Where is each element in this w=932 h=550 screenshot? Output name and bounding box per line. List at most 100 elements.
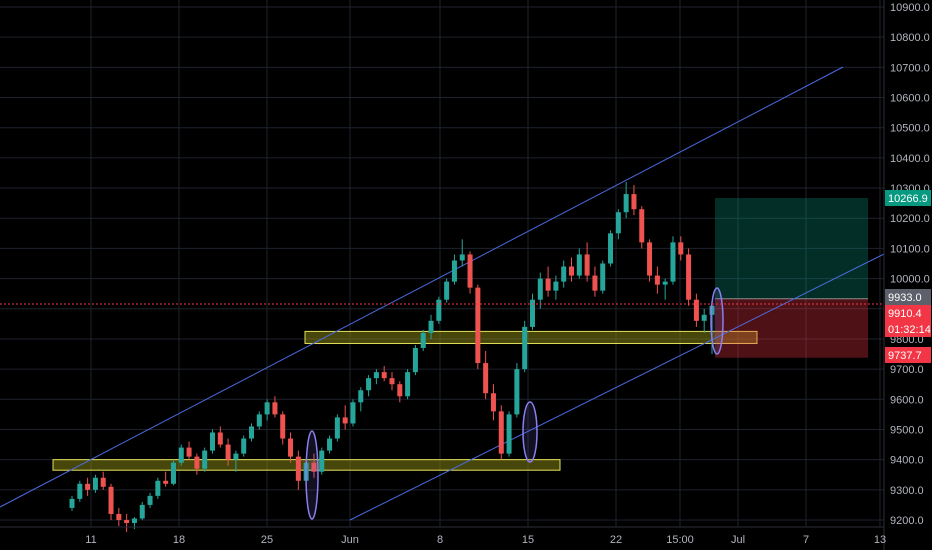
candle-body bbox=[69, 498, 75, 508]
candle-body bbox=[389, 378, 395, 385]
price-badge bbox=[885, 347, 931, 363]
price-tick-label: 10100.0 bbox=[890, 243, 930, 255]
price-badge-label: 01:32:14 bbox=[888, 324, 931, 336]
time-tick-label: 22 bbox=[610, 534, 622, 546]
price-tick-label: 9600.0 bbox=[890, 394, 924, 406]
candle-body bbox=[647, 242, 653, 276]
candle-body bbox=[561, 266, 567, 282]
candle-body bbox=[350, 402, 356, 424]
time-tick-label: 7 bbox=[803, 534, 809, 546]
candle-body bbox=[178, 447, 184, 463]
candle-body bbox=[233, 453, 239, 460]
time-tick-label: Jun bbox=[341, 534, 359, 546]
candle-body bbox=[124, 520, 130, 524]
price-axis[interactable]: 9200.09300.09400.09500.09600.09700.09800… bbox=[883, 0, 932, 550]
time-tick-label: Jul bbox=[731, 534, 745, 546]
candle-body bbox=[537, 278, 543, 300]
candle-body bbox=[670, 242, 676, 282]
candle-body bbox=[608, 233, 614, 264]
candlestick-series bbox=[69, 182, 715, 533]
price-tick-label: 10500.0 bbox=[890, 123, 930, 135]
price-badge bbox=[885, 305, 931, 321]
trend-channel[interactable] bbox=[0, 66, 885, 521]
candle-body bbox=[686, 254, 692, 300]
price-tick-label: 10400.0 bbox=[890, 153, 930, 165]
candle-body bbox=[295, 456, 301, 481]
candle-body bbox=[631, 194, 637, 210]
candle-body bbox=[553, 281, 559, 291]
candle-body bbox=[77, 483, 83, 499]
ellipse-annotations[interactable] bbox=[305, 287, 724, 520]
candle-body bbox=[451, 260, 457, 282]
candle-body bbox=[529, 299, 535, 327]
price-tick-label: 10200.0 bbox=[890, 213, 930, 225]
candle-body bbox=[217, 432, 223, 445]
price-badge-label: 9910.4 bbox=[888, 308, 922, 320]
support-zone bbox=[304, 330, 758, 344]
price-badge-label: 10266.9 bbox=[888, 193, 928, 205]
long-position-tool[interactable] bbox=[715, 198, 868, 358]
ellipse-annotation bbox=[305, 430, 319, 520]
candle-body bbox=[475, 287, 481, 364]
time-tick-label: 18 bbox=[173, 534, 185, 546]
price-badge-label: 9933.0 bbox=[888, 292, 922, 304]
time-tick-label: 11 bbox=[85, 534, 96, 546]
time-tick-label: 25 bbox=[261, 534, 273, 546]
candle-body bbox=[584, 254, 590, 276]
price-axis-bg bbox=[884, 0, 932, 550]
grid bbox=[0, 0, 884, 527]
candle-body bbox=[131, 518, 137, 524]
candle-body bbox=[654, 275, 660, 285]
candle-body bbox=[373, 372, 379, 379]
candle-body bbox=[147, 495, 153, 505]
candle-body bbox=[701, 314, 707, 321]
candle-body bbox=[311, 462, 317, 472]
candle-body bbox=[600, 263, 606, 291]
time-axis[interactable]: 11 18 25 Jun 8 15 22 15:00 Jul 7 13 bbox=[0, 526, 886, 546]
position-loss-zone bbox=[715, 298, 868, 358]
candle-body bbox=[498, 411, 504, 454]
candle-body bbox=[108, 486, 114, 514]
candle-body bbox=[436, 299, 442, 321]
candle-body bbox=[139, 504, 145, 519]
candle-body bbox=[444, 281, 450, 300]
price-badges: 10266.9 9933.0 9910.4 01:32:14 9737.7 bbox=[885, 190, 931, 363]
candle-body bbox=[459, 254, 465, 261]
candle-body bbox=[569, 266, 575, 276]
candle-body bbox=[92, 477, 98, 490]
price-tick-label: 10900.0 bbox=[890, 2, 930, 14]
candle-body bbox=[334, 417, 340, 439]
candle-body bbox=[483, 363, 489, 394]
candle-body bbox=[264, 402, 270, 415]
candle-body bbox=[405, 372, 411, 397]
candle-body bbox=[522, 326, 528, 370]
position-profit-zone bbox=[715, 198, 868, 299]
time-tick-label: 15 bbox=[522, 534, 534, 546]
price-tick-label: 9700.0 bbox=[890, 364, 924, 376]
candle-body bbox=[163, 480, 169, 484]
price-badge-label: 9737.7 bbox=[888, 350, 922, 362]
price-badge bbox=[885, 321, 931, 337]
candle-body bbox=[514, 369, 520, 415]
candle-body bbox=[576, 254, 582, 276]
candle-body bbox=[693, 299, 699, 321]
candle-body bbox=[319, 450, 325, 472]
candle-body bbox=[256, 414, 262, 427]
candle-body bbox=[490, 393, 496, 412]
candle-body bbox=[639, 209, 645, 243]
candle-body bbox=[225, 444, 231, 460]
candle-body bbox=[186, 447, 192, 457]
time-tick-label: 8 bbox=[437, 534, 443, 546]
candle-body bbox=[358, 390, 364, 403]
candle-body bbox=[342, 417, 348, 424]
channel-lower-line bbox=[349, 253, 885, 521]
candle-body bbox=[615, 212, 621, 234]
candle-body bbox=[545, 278, 551, 291]
price-badge bbox=[885, 190, 931, 206]
candle-body bbox=[288, 438, 294, 457]
candle-body bbox=[272, 402, 278, 415]
ellipse-annotation bbox=[710, 287, 724, 355]
time-tick-label: 15:00 bbox=[666, 534, 694, 546]
price-tick-label: 9500.0 bbox=[890, 424, 924, 436]
